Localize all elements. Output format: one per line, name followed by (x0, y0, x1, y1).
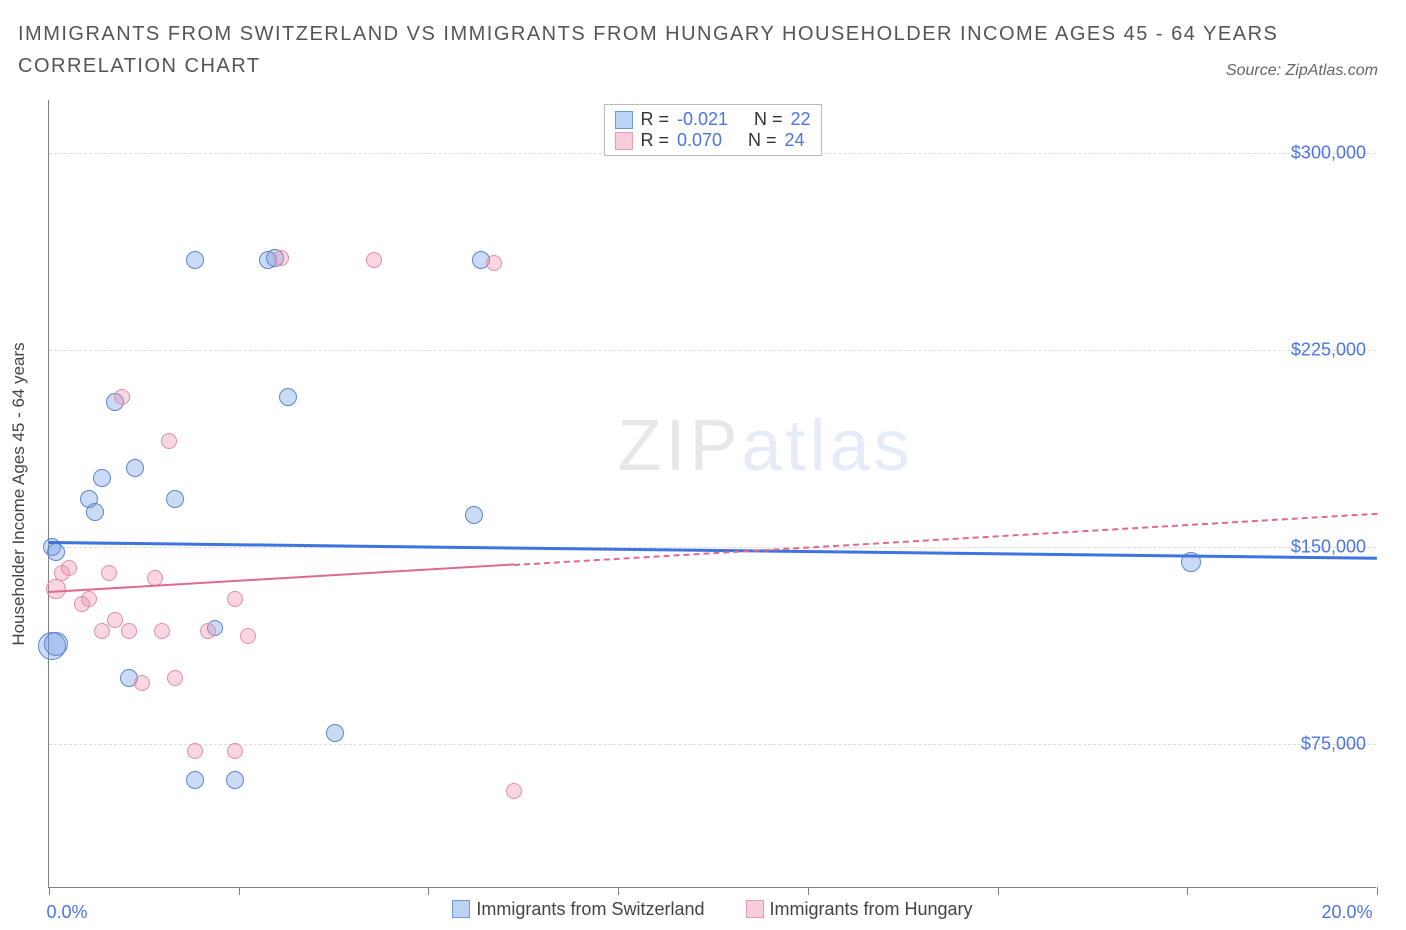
data-point-hungary (154, 623, 170, 639)
r-value-hungary: 0.070 (677, 130, 722, 151)
r-label: R = (640, 109, 669, 130)
n-label: N = (748, 130, 777, 151)
data-point-hungary (46, 579, 66, 599)
gridline (49, 547, 1376, 548)
data-point-hungary (506, 783, 522, 799)
plot-area: Householder Income Ages 45 - 64 years ZI… (48, 100, 1376, 888)
swatch-switzerland-icon (452, 900, 470, 918)
x-tick (49, 887, 50, 895)
data-point-hungary (121, 623, 137, 639)
data-point-hungary (101, 565, 117, 581)
x-tick (239, 887, 240, 895)
data-point-hungary (240, 628, 256, 644)
n-value-switzerland: 22 (791, 109, 811, 130)
swatch-hungary-icon (746, 900, 764, 918)
legend-label-hungary: Immigrants from Hungary (770, 899, 973, 920)
watermark: ZIPatlas (618, 405, 914, 487)
data-point-hungary (227, 591, 243, 607)
data-point-switzerland (186, 771, 204, 789)
data-point-hungary (200, 623, 216, 639)
data-point-switzerland (326, 724, 344, 742)
x-tick (1187, 887, 1188, 895)
y-tick-label: $75,000 (1301, 733, 1366, 754)
data-point-hungary (486, 255, 502, 271)
data-point-hungary (227, 743, 243, 759)
gridline (49, 744, 1376, 745)
data-point-hungary (114, 389, 130, 405)
data-point-switzerland (465, 506, 483, 524)
data-point-switzerland (279, 388, 297, 406)
trend-line (49, 541, 1377, 560)
data-point-switzerland (47, 543, 65, 561)
source-label: Source: ZipAtlas.com (1226, 62, 1378, 80)
data-point-hungary (134, 675, 150, 691)
data-point-switzerland (86, 503, 104, 521)
x-tick (428, 887, 429, 895)
swatch-hungary (614, 132, 632, 150)
data-point-switzerland (186, 251, 204, 269)
data-point-hungary (61, 560, 77, 576)
r-value-switzerland: -0.021 (677, 109, 728, 130)
y-tick-label: $225,000 (1291, 339, 1366, 360)
legend-label-switzerland: Immigrants from Switzerland (476, 899, 704, 920)
x-tick (1377, 887, 1378, 895)
x-tick (808, 887, 809, 895)
legend-item-switzerland: Immigrants from Switzerland (452, 899, 704, 920)
stats-row-switzerland: R = -0.021 N = 22 (614, 109, 810, 130)
data-point-switzerland (93, 469, 111, 487)
data-point-hungary (81, 591, 97, 607)
y-tick-label: $150,000 (1291, 536, 1366, 557)
r-label: R = (640, 130, 669, 151)
x-tick (998, 887, 999, 895)
watermark-atlas: atlas (742, 406, 914, 486)
data-point-switzerland (226, 771, 244, 789)
swatch-switzerland (614, 111, 632, 129)
data-point-switzerland (126, 459, 144, 477)
y-tick-label: $300,000 (1291, 142, 1366, 163)
series-legend: Immigrants from Switzerland Immigrants f… (49, 899, 1376, 924)
y-axis-label: Householder Income Ages 45 - 64 years (9, 342, 29, 645)
data-point-hungary (94, 623, 110, 639)
n-value-hungary: 24 (785, 130, 805, 151)
data-point-switzerland (44, 632, 68, 656)
data-point-hungary (366, 252, 382, 268)
chart-title: IMMIGRANTS FROM SWITZERLAND VS IMMIGRANT… (18, 18, 1346, 82)
data-point-hungary (161, 433, 177, 449)
gridline (49, 350, 1376, 351)
legend-item-hungary: Immigrants from Hungary (746, 899, 973, 920)
trend-line (49, 564, 514, 594)
stats-row-hungary: R = 0.070 N = 24 (614, 130, 810, 151)
data-point-hungary (273, 250, 289, 266)
watermark-zip: ZIP (618, 406, 742, 486)
n-label: N = (754, 109, 783, 130)
data-point-hungary (167, 670, 183, 686)
data-point-hungary (187, 743, 203, 759)
stats-legend: R = -0.021 N = 22 R = 0.070 N = 24 (603, 104, 821, 156)
data-point-switzerland (166, 490, 184, 508)
x-tick (618, 887, 619, 895)
